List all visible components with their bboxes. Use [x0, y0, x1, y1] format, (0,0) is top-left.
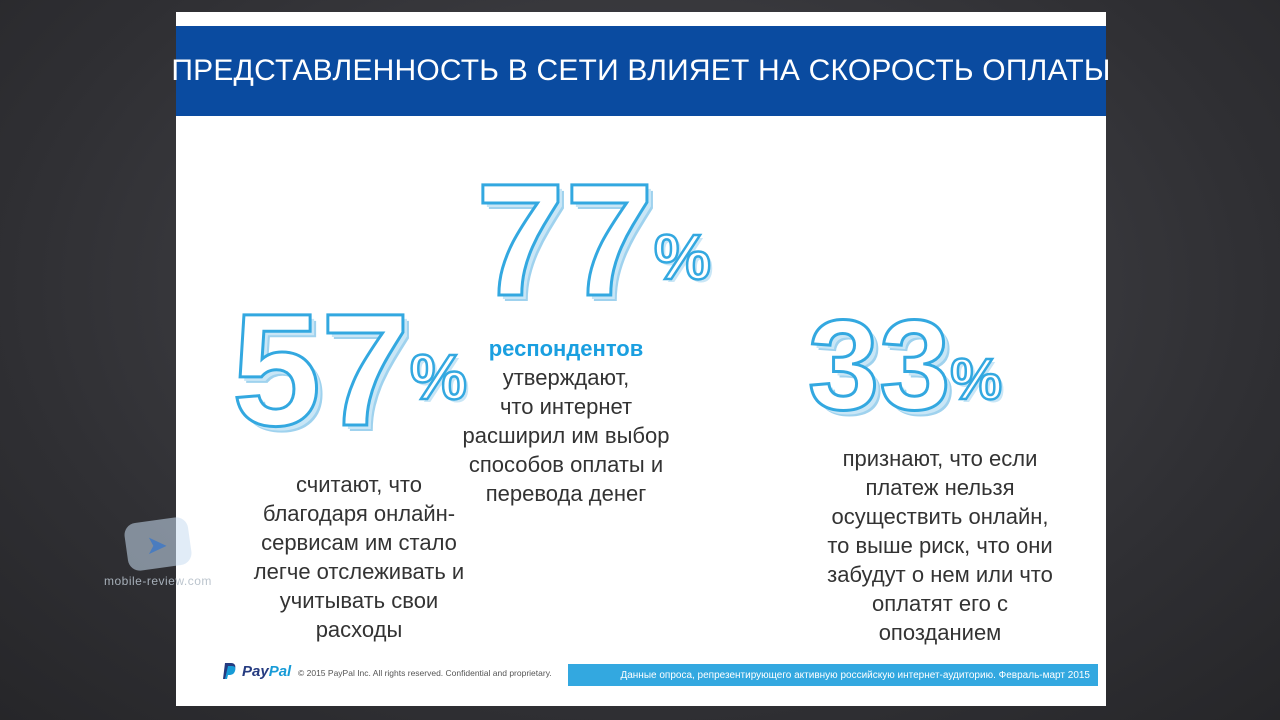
paypal-wordmark: PayPal [242, 663, 291, 680]
paypal-p-icon [223, 663, 236, 679]
description-line: благодаря онлайн- [262, 501, 456, 526]
stat-77-percent: % [653, 220, 712, 295]
stat-57-description: считают, что благодаря онлайн- сервисам … [214, 470, 504, 644]
description-line: утверждают, [502, 365, 630, 390]
paypal-wordmark-pal: Pal [268, 662, 292, 680]
stat-77-description: респондентов утверждают, что интернет ра… [436, 334, 696, 508]
description-line: сервисам им стало [261, 530, 457, 555]
stat-57-percent: % [409, 340, 468, 415]
stat-77: 77% респондентов утверждают, что интерне… [463, 158, 796, 508]
stat-77-figure: 77% [466, 158, 796, 321]
survey-note: Данные опроса, репрезентирующего активну… [620, 669, 1090, 681]
stat-57-number: 57 [231, 280, 412, 459]
description-line: учитывать свои [279, 588, 439, 613]
description-line: расходы [315, 617, 403, 642]
stat-57: 57% считают, что благодаря онлайн- серви… [214, 288, 504, 644]
paypal-logo: PayPal [222, 662, 291, 680]
description-line: то выше риск, что они [827, 533, 1053, 558]
description-line: что интернет [499, 394, 633, 419]
stat-77-highlight: респондентов [488, 336, 644, 361]
stat-77-number: 77 [475, 150, 656, 329]
stat-57-figure: 57% [214, 288, 504, 451]
presentation-slide: ПРЕДСТАВЛЕННОСТЬ В СЕТИ ВЛИЯЕТ НА СКОРОС… [171, 12, 1110, 706]
description-line: признают, что если [842, 446, 1038, 471]
description-line: оплатят его с [871, 591, 1009, 616]
survey-note-bar: Данные опроса, репрезентирующего активну… [568, 664, 1098, 686]
description-line: платеж нельзя [865, 475, 1015, 500]
stat-33: 33% признают, что если платеж нельзя осу… [802, 300, 1102, 647]
watermark-arrow-icon: ➤ [146, 530, 168, 560]
watermark-text: mobile-review.com [104, 574, 212, 588]
description-line: расширил им выбор [462, 423, 670, 448]
description-line: осуществить онлайн, [831, 504, 1049, 529]
title-bar: ПРЕДСТАВЛЕННОСТЬ В СЕТИ ВЛИЯЕТ НА СКОРОС… [171, 26, 1110, 116]
stat-33-number: 33 [806, 294, 951, 437]
description-line: опозданием [878, 620, 1002, 645]
stat-33-figure: 33% [802, 300, 1102, 431]
stat-33-description: признают, что если платеж нельзя осущест… [802, 444, 1078, 647]
stat-33-percent: % [949, 346, 1003, 414]
description-line: легче отслеживать и [253, 559, 465, 584]
paypal-wordmark-pay: Pay [242, 662, 269, 680]
watermark: ➤ mobile-review.com [104, 515, 214, 600]
copyright-text: © 2015 PayPal Inc. All rights reserved. … [298, 668, 552, 678]
description-line: способов оплаты и [468, 452, 664, 477]
description-line: считают, что [296, 472, 422, 497]
slide-title: ПРЕДСТАВЛЕННОСТЬ В СЕТИ ВЛИЯЕТ НА СКОРОС… [171, 54, 1111, 87]
description-line: забудут о нем или что [827, 562, 1053, 587]
description-line: перевода денег [485, 481, 647, 506]
